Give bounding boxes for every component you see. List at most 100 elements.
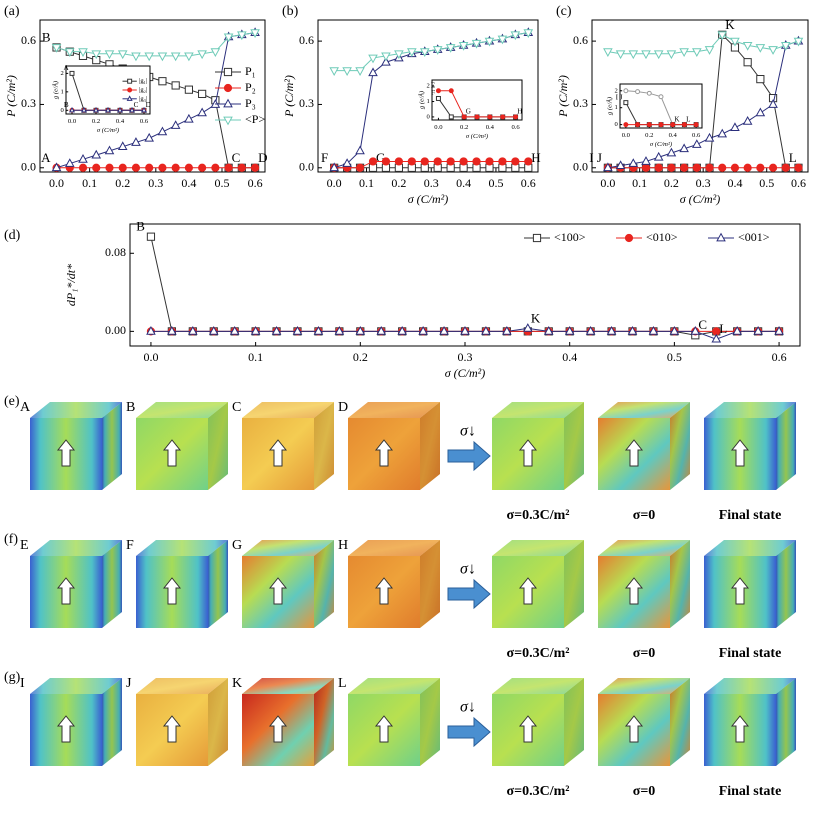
- marker: [742, 115, 753, 125]
- x-axis-label: σ (C/m²): [97, 127, 119, 134]
- marker: [603, 48, 613, 58]
- marker: [376, 326, 387, 335]
- marker: [753, 326, 763, 335]
- domain-cube: [30, 540, 122, 628]
- marker: [355, 326, 366, 335]
- point-label: C: [134, 101, 139, 109]
- cube-top: [598, 402, 690, 418]
- marker: [131, 163, 141, 172]
- cube-top: [598, 540, 690, 556]
- y-tick-label: 0.3: [21, 96, 36, 110]
- y-tick-label: 1: [427, 98, 430, 105]
- legend-label: <P>: [245, 112, 265, 126]
- point-label: G: [466, 108, 471, 116]
- marker: [481, 326, 491, 335]
- marker: [144, 132, 154, 142]
- marker: [635, 89, 641, 95]
- polarization-arrow: [518, 577, 538, 605]
- x-tick-label: 0.4: [669, 132, 678, 139]
- marker: [91, 149, 102, 159]
- x-tick-label: 0.0: [49, 176, 64, 190]
- legend-marker: [223, 98, 233, 108]
- cube-side-shade: [208, 678, 228, 766]
- cube-top-shade: [242, 678, 334, 694]
- x-tick-label: 0.1: [248, 350, 263, 364]
- x-tick-label: 0.0: [600, 176, 615, 190]
- cube-side: [564, 678, 584, 766]
- series-line: [334, 32, 529, 72]
- panel-label: (g): [4, 670, 21, 685]
- cube-top-shade: [30, 678, 122, 694]
- x-tick-label: 0.6: [521, 176, 536, 190]
- state-label: F: [126, 538, 134, 553]
- cube-side-shade: [314, 540, 334, 628]
- cube-top-shade: [136, 678, 228, 694]
- marker: [355, 67, 365, 77]
- marker: [755, 44, 766, 53]
- cube-side: [420, 678, 440, 766]
- legend-marker: [127, 87, 133, 93]
- series-line: [334, 160, 529, 169]
- polarization-arrow: [162, 577, 182, 605]
- y-tick-label: 0.6: [299, 33, 314, 47]
- y-tick-label: 0.6: [573, 33, 588, 47]
- cube-side: [314, 678, 334, 766]
- y-tick-label: 0: [61, 107, 65, 114]
- point-label: L: [686, 115, 690, 123]
- cube-top: [348, 678, 440, 694]
- marker: [117, 50, 128, 60]
- marker: [342, 67, 352, 77]
- marker: [237, 163, 246, 172]
- cube-top-shade: [242, 402, 334, 418]
- marker: [197, 107, 207, 117]
- marker: [627, 326, 638, 335]
- marker: [543, 326, 554, 335]
- x-axis-label: σ (C/m²): [408, 192, 449, 206]
- cube-side: [420, 540, 440, 628]
- marker: [448, 88, 454, 94]
- point-label: C: [232, 150, 241, 165]
- domain-cube: [136, 678, 228, 766]
- domain-cube: [136, 540, 228, 628]
- cube-top: [704, 402, 796, 418]
- marker: [334, 326, 345, 335]
- cube-side: [564, 402, 584, 490]
- legend-marker: [532, 233, 542, 243]
- polarization-arrow: [624, 439, 644, 467]
- marker: [211, 163, 220, 172]
- marker: [768, 46, 778, 55]
- marker: [585, 326, 596, 335]
- cube-side: [102, 540, 122, 628]
- marker: [250, 326, 261, 335]
- polarization-arrow: [56, 577, 76, 605]
- x-tick-label: 0.2: [460, 124, 468, 131]
- marker: [717, 31, 728, 41]
- marker: [80, 106, 88, 113]
- domain-cube: [492, 540, 584, 628]
- marker: [704, 132, 715, 142]
- marker: [210, 48, 221, 58]
- state-caption: Final state: [719, 508, 782, 523]
- cube-top: [242, 402, 334, 418]
- polarization-arrow: [162, 439, 182, 467]
- domain-cube: [348, 402, 440, 490]
- marker: [730, 163, 740, 172]
- cube-side: [102, 678, 122, 766]
- marker: [690, 326, 701, 335]
- x-tick-label: 0.1: [359, 176, 374, 190]
- marker: [435, 95, 441, 101]
- plot-frame: [129, 223, 801, 347]
- state-label: G: [232, 538, 242, 553]
- cube-side: [670, 402, 690, 490]
- marker: [743, 58, 752, 67]
- domain-cube: [492, 402, 584, 490]
- cube-side-shade: [208, 402, 228, 490]
- marker: [711, 333, 722, 343]
- marker: [704, 46, 715, 55]
- x-tick-label: 0.1: [82, 176, 97, 190]
- y-tick-label: 1: [61, 88, 64, 95]
- marker: [435, 88, 441, 94]
- marker: [250, 29, 260, 39]
- loading-label: σ↓: [460, 699, 476, 716]
